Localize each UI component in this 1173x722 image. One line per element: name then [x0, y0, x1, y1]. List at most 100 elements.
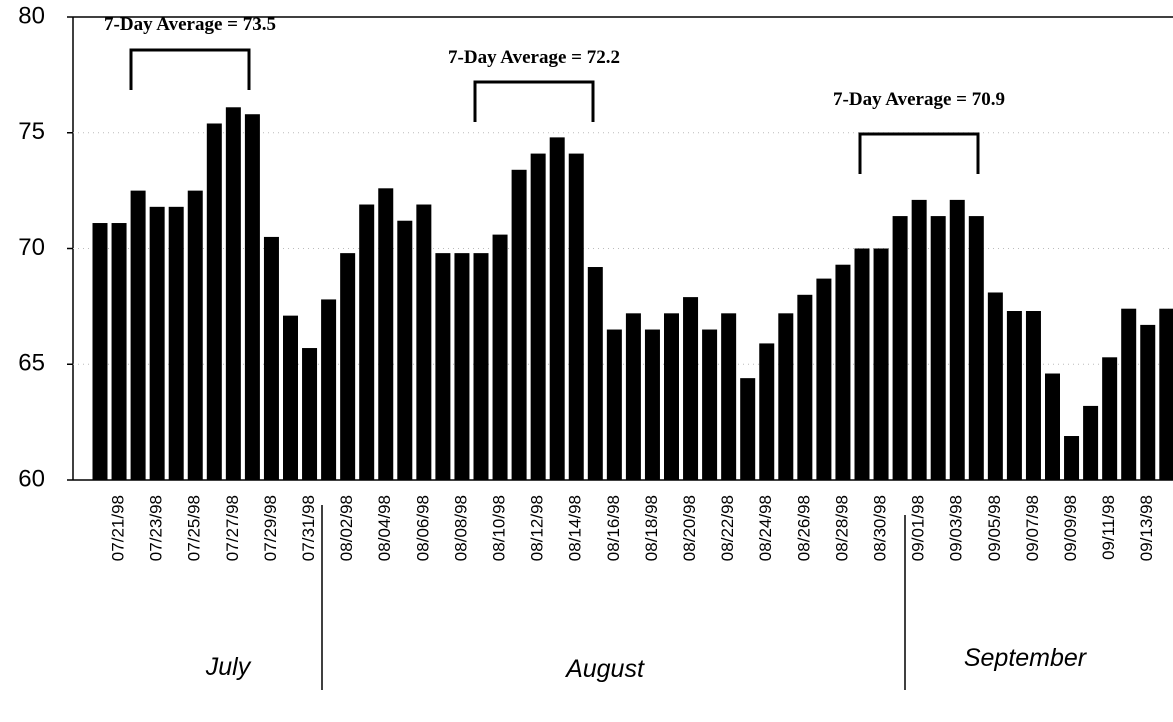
- bar: [359, 204, 375, 480]
- x-tick-label: 08/10/98: [490, 495, 509, 561]
- annotation: 7-Day Average = 73.5: [104, 14, 276, 35]
- bar: [530, 153, 546, 480]
- x-tick-label: 07/29/98: [261, 495, 280, 561]
- annotation: 7-Day Average = 72.2: [448, 47, 620, 68]
- bar: [587, 267, 603, 480]
- bar: [1159, 308, 1173, 480]
- bar: [816, 278, 832, 480]
- x-tick-label: 08/08/98: [451, 495, 470, 561]
- x-tick-label: 08/26/98: [794, 495, 813, 561]
- y-tick-label: 65: [18, 350, 45, 377]
- bar: [283, 315, 298, 480]
- x-tick-label: 08/22/98: [718, 495, 737, 561]
- bar: [1102, 357, 1118, 480]
- bar: [1064, 436, 1080, 480]
- x-tick-label: 08/14/98: [566, 495, 585, 561]
- y-tick-label: 70: [18, 234, 45, 261]
- y-tick-label: 60: [18, 465, 45, 492]
- bar: [568, 153, 584, 480]
- bar: [92, 223, 108, 480]
- bar: [606, 329, 622, 480]
- bar: [454, 253, 470, 480]
- x-tick-label: 09/07/98: [1023, 495, 1042, 561]
- bar: [625, 313, 641, 480]
- x-tick-label: 08/24/98: [756, 495, 775, 561]
- bar: [187, 190, 203, 480]
- bar: [397, 220, 413, 480]
- x-tick-label: 08/12/98: [528, 495, 547, 561]
- bar: [168, 206, 184, 480]
- x-tick-label: 08/28/98: [832, 495, 851, 561]
- x-tick-label: 08/02/98: [337, 495, 356, 561]
- annotation: 7-Day Average = 70.9: [833, 89, 1005, 110]
- x-tick-label: 07/27/98: [223, 495, 242, 561]
- bar: [340, 253, 356, 480]
- bar: [930, 216, 946, 480]
- bar: [111, 223, 127, 480]
- bar: [873, 248, 889, 480]
- bar: [892, 216, 908, 480]
- x-tick-label: 09/09/98: [1061, 495, 1080, 561]
- bracket: [129, 48, 251, 90]
- bar: [416, 204, 432, 480]
- x-tick-label: 07/23/98: [147, 495, 166, 561]
- bar: [664, 313, 679, 480]
- bar: [244, 114, 260, 480]
- month-label: September: [964, 644, 1088, 672]
- bar: [1121, 308, 1137, 480]
- bar: [987, 292, 1003, 480]
- x-tick-label: 08/06/98: [413, 495, 432, 561]
- x-tick-label: 09/05/98: [985, 495, 1004, 561]
- x-tick-label: 09/11/98: [1099, 495, 1118, 560]
- bar: [149, 206, 165, 480]
- bar: [435, 253, 451, 480]
- bar: [321, 299, 337, 480]
- x-tick-label: 08/20/98: [680, 495, 699, 561]
- month-label: July: [205, 653, 252, 681]
- bar: [644, 329, 660, 480]
- bar: [473, 253, 489, 480]
- bar: [683, 297, 699, 480]
- x-tick-label: 08/30/98: [871, 495, 890, 561]
- bar: [206, 123, 222, 481]
- bracket: [473, 80, 595, 122]
- bar: [263, 236, 279, 480]
- bar: [778, 313, 794, 480]
- x-tick-label: 09/13/98: [1137, 495, 1156, 561]
- bracket: [858, 132, 980, 174]
- bar: [721, 313, 737, 480]
- x-tick-label: 08/16/98: [604, 495, 623, 561]
- bar: [835, 264, 851, 480]
- bar: [854, 248, 870, 480]
- bar: [797, 294, 813, 480]
- x-tick-label: 07/25/98: [185, 495, 204, 561]
- bar: [702, 329, 718, 480]
- y-tick-label: 80: [18, 2, 45, 29]
- bar: [968, 216, 984, 480]
- bar: [1006, 311, 1022, 480]
- bar: [225, 107, 241, 480]
- bar: [302, 348, 318, 480]
- bar: [549, 137, 565, 480]
- bar: [1083, 405, 1099, 480]
- bar: [740, 378, 756, 480]
- bar: [1025, 311, 1041, 480]
- bar: [130, 190, 146, 480]
- bar: [949, 199, 965, 480]
- bar: [1045, 373, 1060, 480]
- bar: [759, 343, 775, 480]
- x-tick-label: 07/21/98: [109, 495, 128, 561]
- x-tick-label: 08/04/98: [375, 495, 394, 561]
- bar: [492, 234, 508, 480]
- month-label: August: [564, 655, 645, 683]
- bar: [1140, 324, 1156, 480]
- bar: [511, 169, 527, 481]
- y-tick-label: 75: [18, 118, 45, 145]
- x-tick-label: 07/31/98: [299, 495, 318, 561]
- x-tick-label: 08/18/98: [642, 495, 661, 561]
- x-tick-label: 09/03/98: [947, 495, 966, 561]
- bar: [378, 188, 394, 480]
- x-tick-label: 09/01/98: [909, 495, 928, 561]
- bar: [911, 199, 927, 480]
